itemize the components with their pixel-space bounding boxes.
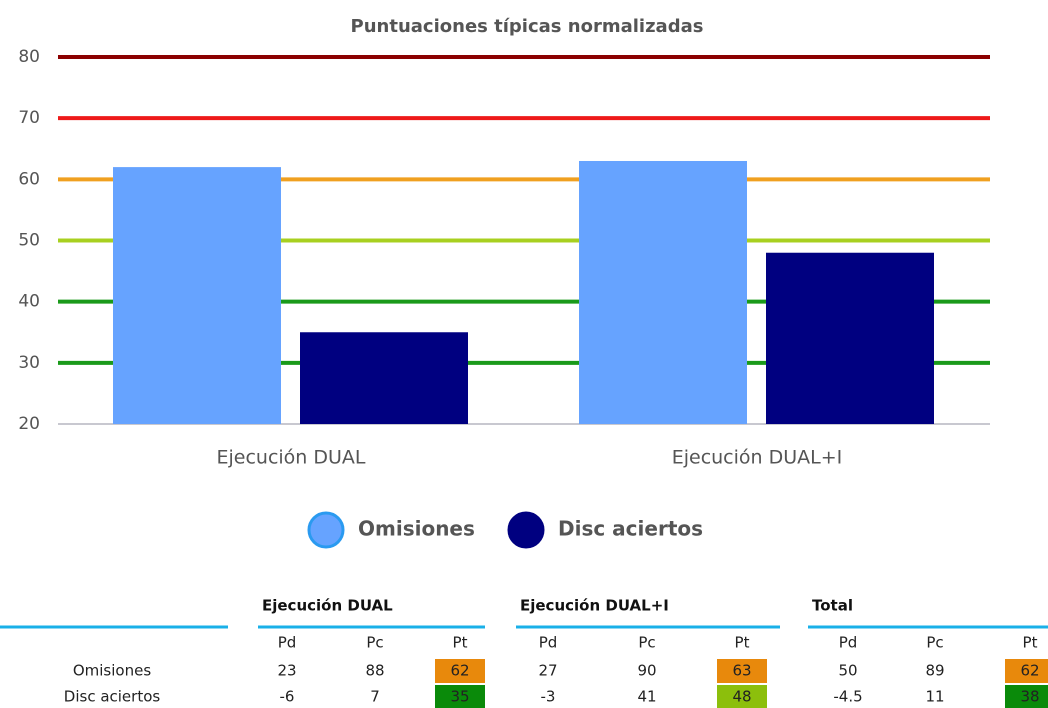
group-header: Total bbox=[812, 597, 853, 615]
table-cell: 90 bbox=[637, 662, 656, 680]
y-tick-label: 20 bbox=[18, 414, 40, 434]
table-cell: 63 bbox=[732, 662, 751, 680]
pt-cell bbox=[717, 659, 767, 683]
table-cell: 50 bbox=[838, 662, 857, 680]
table-cell: 62 bbox=[450, 662, 469, 680]
chart-title: Puntuaciones típicas normalizadas bbox=[351, 16, 704, 37]
pt-cell bbox=[435, 659, 485, 683]
column-header: Pd bbox=[278, 634, 297, 652]
table-cell: -3 bbox=[541, 688, 556, 706]
row-label: Disc aciertos bbox=[64, 688, 161, 706]
column-header: Pt bbox=[735, 634, 750, 652]
legend-label: Disc aciertos bbox=[558, 517, 703, 541]
group-header: Ejecución DUAL bbox=[262, 597, 393, 615]
y-tick-label: 80 bbox=[18, 47, 40, 67]
bar bbox=[766, 252, 934, 424]
pt-cell bbox=[1005, 685, 1048, 708]
x-tick-label: Ejecución DUAL bbox=[216, 447, 365, 469]
pt-cell bbox=[435, 685, 485, 708]
table-cell: 7 bbox=[370, 688, 380, 706]
x-tick-label: Ejecución DUAL+I bbox=[672, 447, 843, 469]
table-cell: 41 bbox=[637, 688, 656, 706]
table-cell: 35 bbox=[450, 688, 469, 706]
pt-cell bbox=[1005, 659, 1048, 683]
table-cell: 11 bbox=[925, 688, 944, 706]
table-cell: 88 bbox=[365, 662, 384, 680]
legend-swatch bbox=[507, 511, 545, 549]
table-cell: 27 bbox=[538, 662, 557, 680]
pt-cell bbox=[717, 685, 767, 708]
column-header: Pc bbox=[638, 634, 655, 652]
y-tick-label: 40 bbox=[18, 292, 40, 312]
table-cell: 38 bbox=[1020, 688, 1039, 706]
legend-label: Omisiones bbox=[358, 517, 475, 541]
table-cell: 48 bbox=[732, 688, 751, 706]
group-header: Ejecución DUAL+I bbox=[520, 597, 669, 615]
column-header: Pt bbox=[453, 634, 468, 652]
column-header: Pc bbox=[366, 634, 383, 652]
bar bbox=[579, 160, 747, 424]
table-cell: 62 bbox=[1020, 662, 1039, 680]
bar bbox=[113, 167, 281, 424]
y-tick-label: 70 bbox=[18, 108, 40, 128]
y-tick-label: 30 bbox=[18, 353, 40, 373]
row-label: Omisiones bbox=[73, 662, 151, 680]
table-cell: -6 bbox=[280, 688, 295, 706]
legend-swatch bbox=[307, 511, 345, 549]
column-header: Pc bbox=[926, 634, 943, 652]
column-header: Pt bbox=[1023, 634, 1038, 652]
column-header: Pd bbox=[839, 634, 858, 652]
table-cell: 89 bbox=[925, 662, 944, 680]
bar bbox=[300, 332, 468, 424]
column-header: Pd bbox=[539, 634, 558, 652]
table-cell: 23 bbox=[277, 662, 296, 680]
y-tick-label: 60 bbox=[18, 169, 40, 189]
y-tick-label: 50 bbox=[18, 231, 40, 251]
table-cell: -4.5 bbox=[833, 688, 862, 706]
